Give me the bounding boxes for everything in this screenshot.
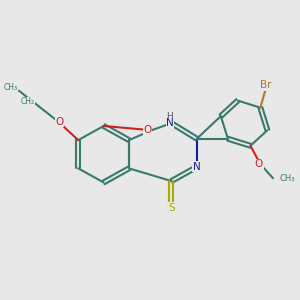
Text: Br: Br xyxy=(260,80,272,90)
Text: H: H xyxy=(167,112,173,122)
Text: CH₃: CH₃ xyxy=(3,83,17,92)
Text: O: O xyxy=(255,159,263,169)
Text: S: S xyxy=(168,203,175,213)
Text: O: O xyxy=(56,117,64,127)
Text: O: O xyxy=(143,125,152,135)
Text: N: N xyxy=(166,118,174,128)
Text: CH₂: CH₂ xyxy=(20,98,34,106)
Text: N: N xyxy=(193,162,201,172)
Text: CH₃: CH₃ xyxy=(279,174,295,183)
